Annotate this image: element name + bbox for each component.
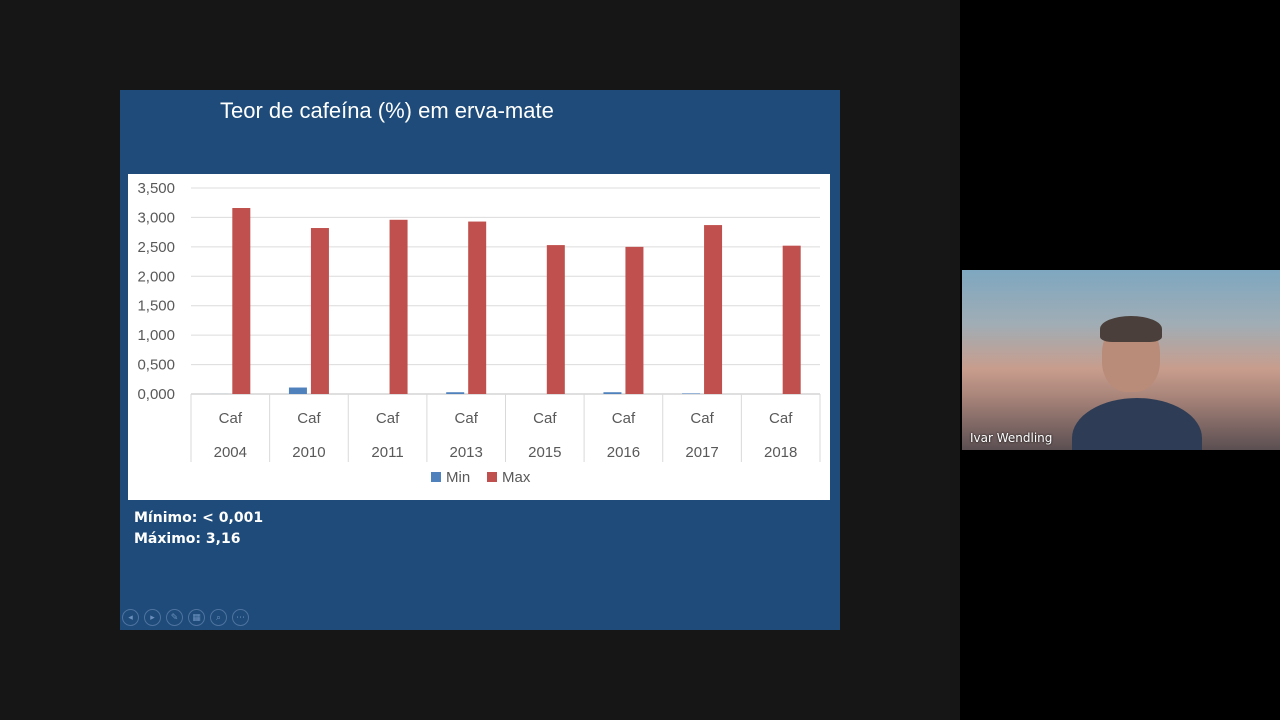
- x-tick-label-line1: Caf: [297, 410, 321, 427]
- legend-label-max: Max: [502, 469, 531, 486]
- participant-name: Ivar Wendling: [970, 431, 1053, 445]
- more-icon[interactable]: ⋯: [232, 609, 249, 626]
- bar-min: [288, 387, 307, 394]
- y-tick-label: 1,500: [137, 298, 175, 315]
- participant-torso: [1072, 398, 1202, 450]
- legend-swatch-max: [487, 472, 497, 482]
- slide-notes: Mínimo: < 0,001 Máximo: 3,16: [134, 508, 263, 550]
- x-tick-label-line1: Caf: [376, 410, 400, 427]
- bar-max: [310, 228, 329, 394]
- y-tick-label: 0,500: [137, 357, 175, 374]
- x-tick-label-line1: Caf: [769, 410, 793, 427]
- bar-max: [546, 245, 565, 394]
- y-tick-label: 3,500: [137, 180, 175, 197]
- y-tick-label: 2,000: [137, 268, 175, 285]
- slides-grid-icon[interactable]: ▦: [188, 609, 205, 626]
- x-tick-label-line2: 2015: [528, 444, 561, 461]
- x-tick-label-line1: Caf: [612, 410, 636, 427]
- bar-min: [603, 392, 622, 394]
- slide-title: Teor de cafeína (%) em erva-mate: [220, 98, 554, 123]
- bar-max: [625, 246, 644, 394]
- previous-icon[interactable]: ◂: [122, 609, 139, 626]
- bar-max: [704, 225, 723, 394]
- y-tick-label: 1,000: [137, 327, 175, 344]
- bar-min: [446, 392, 465, 394]
- x-tick-label-line1: Caf: [219, 410, 243, 427]
- y-tick-label: 2,500: [137, 239, 175, 256]
- slideshow-controls: ◂ ▸ ✎ ▦ ⌕ ⋯: [122, 609, 249, 626]
- x-tick-label-line2: 2017: [685, 444, 718, 461]
- bar-chart: 0,000 0,500 1,000 1,500 2,000 2,500 3,000 3,500…: [128, 174, 830, 500]
- bar-max: [389, 219, 408, 394]
- x-tick-label-line2: 2010: [292, 444, 325, 461]
- legend-swatch-min: [431, 472, 441, 482]
- pen-icon[interactable]: ✎: [166, 609, 183, 626]
- x-tick-label-line2: 2016: [607, 444, 640, 461]
- presentation-slide: Teor de cafeína (%) em erva-mate 0,000 0,…: [120, 90, 840, 630]
- legend-label-min: Min: [446, 469, 470, 486]
- bar-max: [782, 245, 801, 394]
- bar-max: [468, 221, 487, 394]
- minimum-note: Mínimo: < 0,001: [134, 510, 264, 526]
- y-tick-label: 3,000: [137, 209, 175, 226]
- chart-svg: 0,000 0,500 1,000 1,500 2,000 2,500 3,000 3,500…: [137, 180, 821, 486]
- bar-min: [682, 393, 701, 394]
- x-tick-label-line2: 2011: [371, 444, 403, 461]
- participant-video-tile[interactable]: Ivar Wendling: [962, 270, 1280, 450]
- next-icon[interactable]: ▸: [144, 609, 161, 626]
- zoom-icon[interactable]: ⌕: [210, 609, 227, 626]
- x-tick-label-line2: 2013: [450, 444, 483, 461]
- maximum-note: Máximo: 3,16: [134, 531, 241, 547]
- participant-hair: [1100, 316, 1162, 342]
- x-tick-label-line2: 2004: [214, 444, 247, 461]
- bar-max: [232, 208, 251, 394]
- y-tick-label: 0,000: [137, 386, 175, 403]
- x-tick-label-line1: Caf: [690, 410, 714, 427]
- x-tick-label-line1: Caf: [533, 410, 557, 427]
- x-tick-label-line1: Caf: [455, 410, 479, 427]
- participant-video: [1072, 316, 1202, 450]
- x-tick-label-line2: 2018: [764, 444, 797, 461]
